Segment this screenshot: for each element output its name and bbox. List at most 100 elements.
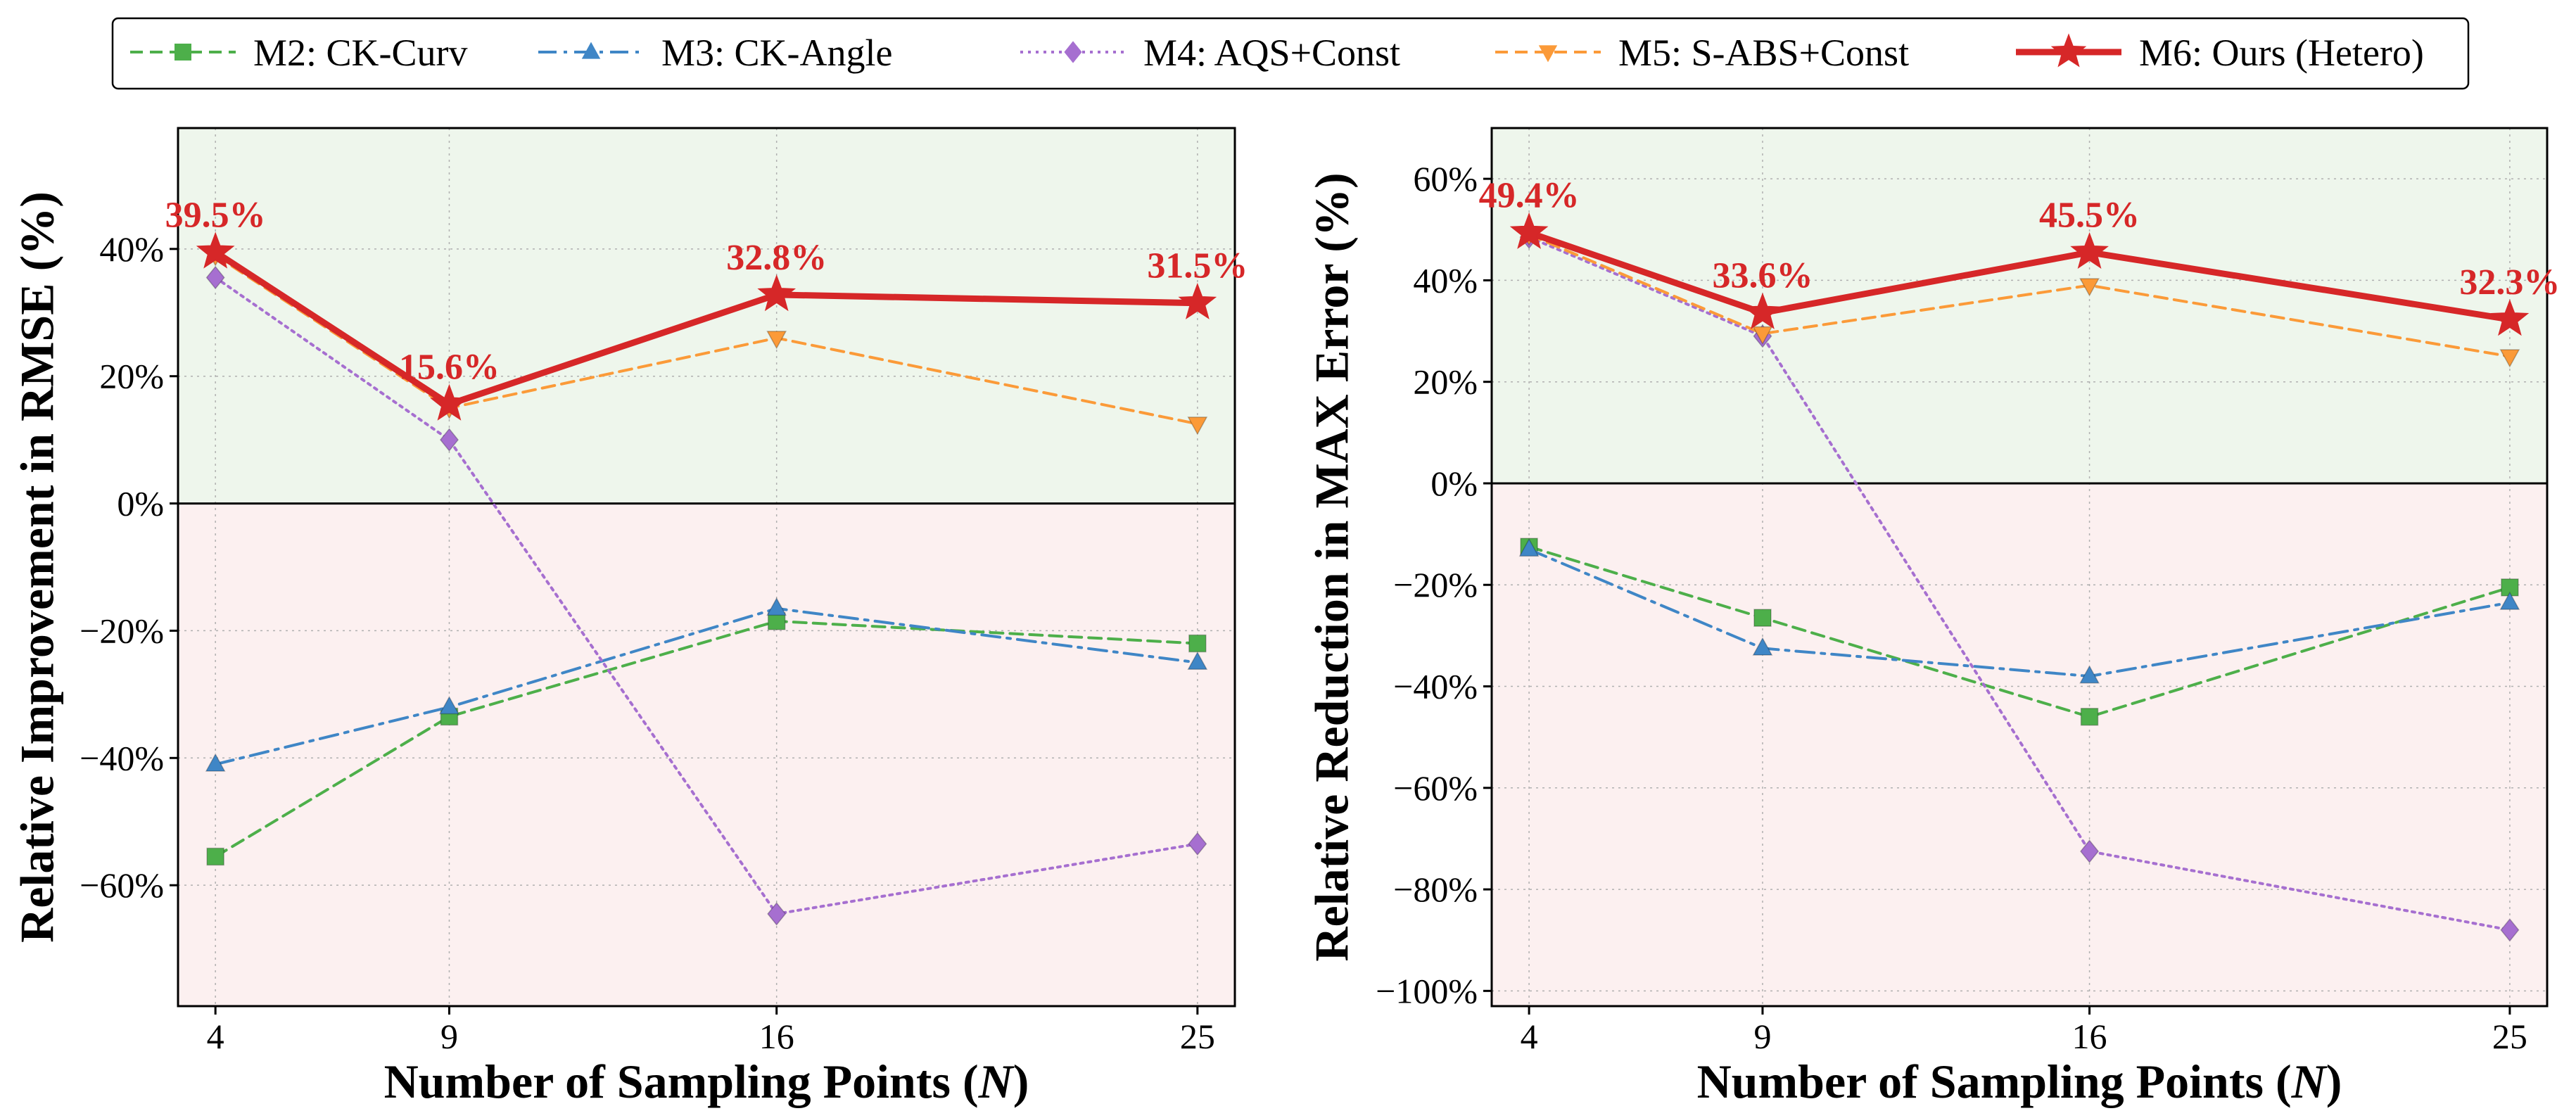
- y-tick-label: 0%: [117, 484, 164, 523]
- legend-label: M2: CK-Curv: [253, 32, 468, 74]
- value-annotation: 45.5%: [2039, 196, 2140, 236]
- x-tick-label: 25: [1180, 1017, 1215, 1056]
- data-point-m6: [1743, 292, 1782, 329]
- x-tick-label: 16: [2072, 1017, 2107, 1056]
- y-tick-label: 40%: [1413, 260, 1478, 300]
- x-axis-title: Number of Sampling Points (N): [1697, 1055, 2342, 1108]
- x-tick-label: 4: [207, 1017, 224, 1056]
- rmse-improvement-chart: −60% −40% −20% 0% 20% 40% 4 9 16 25 39.5% 15.6% 32.8…: [11, 127, 1248, 1108]
- plot-frame: [177, 127, 1236, 1008]
- data-point-m5: [2499, 349, 2520, 368]
- y-axis-title: Relative Improvement in RMSE (%): [11, 191, 64, 943]
- data-point-m3: [1518, 538, 1540, 557]
- data-point-m2: [1753, 609, 1772, 627]
- legend-item-m6: M6: Ours (Hetero): [2016, 32, 2424, 74]
- x-axis-title-suffix: ): [1013, 1055, 1029, 1108]
- negative-region: [1492, 483, 2547, 1006]
- data-point-m6: [2490, 299, 2530, 336]
- y-tick-label: −60%: [80, 865, 164, 905]
- data-point-m2: [206, 847, 224, 866]
- y-tick-label: −40%: [1393, 667, 1478, 706]
- series-m6: [196, 231, 1217, 421]
- series-m4: [205, 265, 1207, 926]
- value-annotation: 39.5%: [165, 195, 266, 235]
- series-line-m6: [1525, 229, 2513, 323]
- series-line-m3: [214, 606, 1199, 766]
- legend-item-m5: M5: S-ABS+Const: [1495, 32, 1909, 74]
- legend-frame: [111, 17, 2470, 90]
- legend-label: M4: AQS+Const: [1143, 32, 1400, 74]
- legend-item-m2: M2: CK-Curv: [130, 32, 468, 74]
- y-tick-label: −20%: [80, 611, 164, 650]
- series-line-m4: [1528, 236, 2511, 932]
- series-line-m4: [214, 276, 1199, 915]
- legend-marker: [1064, 41, 1082, 63]
- data-point-m4: [2500, 917, 2520, 942]
- value-annotation: 49.4%: [1479, 176, 1580, 216]
- legend: M2: CK-Curv M3: CK-Angle M4: AQS+Const M5: …: [111, 17, 2470, 90]
- series-line-m2: [1528, 545, 2511, 718]
- y-tick-label: 20%: [99, 357, 164, 396]
- value-annotation: 32.8%: [726, 238, 827, 278]
- y-tick-label: −80%: [1393, 870, 1478, 909]
- x-tick-label: 25: [2492, 1017, 2527, 1056]
- y-tick-label: 0%: [1430, 464, 1478, 503]
- positive-region: [1492, 128, 2547, 483]
- y-axis-title: Relative Reduction in MAX Error (%): [1305, 172, 1359, 961]
- data-point-m6: [1509, 212, 1549, 249]
- max-error-reduction-chart: −100% −80% −60% −40% −20% 0% 20% 40% 60% 4 9 16 25 49…: [1305, 127, 2560, 1108]
- series-line-m2: [214, 619, 1199, 858]
- x-axis-title-variable: N: [2291, 1055, 2328, 1108]
- series-m6: [1509, 212, 2530, 336]
- data-point-m6: [757, 274, 797, 312]
- y-tick-label: −20%: [1393, 565, 1478, 604]
- x-axis-title-variable: N: [978, 1055, 1015, 1108]
- x-axis-title-prefix: Number of Sampling Points (: [1697, 1055, 2292, 1108]
- data-point-m5: [1752, 326, 1773, 345]
- y-tick-label: 40%: [99, 229, 164, 269]
- data-point-m2: [2080, 708, 2099, 726]
- y-tick-label: −60%: [1393, 768, 1478, 808]
- legend-marker: [175, 44, 191, 61]
- y-tick-label: 60%: [1413, 159, 1478, 198]
- value-annotation: 15.6%: [399, 347, 500, 387]
- x-axis-title-suffix: ): [2326, 1055, 2342, 1108]
- legend-marker: [1538, 45, 1558, 63]
- data-point-m3: [1752, 637, 1773, 656]
- legend-item-m4: M4: AQS+Const: [1020, 32, 1400, 74]
- value-annotation: 32.3%: [2459, 262, 2560, 303]
- data-point-m6: [1178, 282, 1217, 319]
- series-m3: [205, 597, 1208, 772]
- series-m3: [1518, 538, 2520, 684]
- data-point-m4: [205, 265, 225, 290]
- data-point-m5: [766, 331, 787, 350]
- x-axis-title-prefix: Number of Sampling Points (: [384, 1055, 979, 1108]
- y-tick-label: 20%: [1413, 362, 1478, 402]
- data-point-m4: [2079, 839, 2100, 863]
- data-point-m3: [205, 753, 226, 772]
- data-point-m6: [2070, 231, 2109, 269]
- data-point-m2: [1188, 634, 1207, 653]
- legend-item-m3: M3: CK-Angle: [538, 32, 892, 74]
- series-line-m5: [1528, 233, 2511, 358]
- data-point-m3: [2499, 591, 2520, 610]
- data-point-m3: [1187, 651, 1208, 671]
- x-axis-title: Number of Sampling Points (N): [384, 1055, 1029, 1108]
- value-annotation: 31.5%: [1147, 246, 1248, 286]
- x-tick-label: 9: [440, 1017, 458, 1056]
- data-point-m5: [1187, 417, 1208, 436]
- legend-label: M3: CK-Angle: [661, 32, 892, 74]
- data-point-m6: [430, 383, 469, 421]
- data-point-m4: [767, 902, 787, 926]
- series-line-m6: [212, 248, 1201, 407]
- data-point-m3: [439, 696, 459, 715]
- x-tick-label: 4: [1521, 1017, 1538, 1056]
- value-annotation: 33.6%: [1712, 256, 1813, 296]
- data-point-m3: [766, 597, 787, 616]
- data-point-m6: [196, 231, 235, 269]
- legend-marker: [2050, 33, 2087, 68]
- data-point-m2: [2501, 578, 2519, 597]
- data-point-m4: [439, 428, 459, 452]
- legend-label: M5: S-ABS+Const: [1618, 32, 1909, 74]
